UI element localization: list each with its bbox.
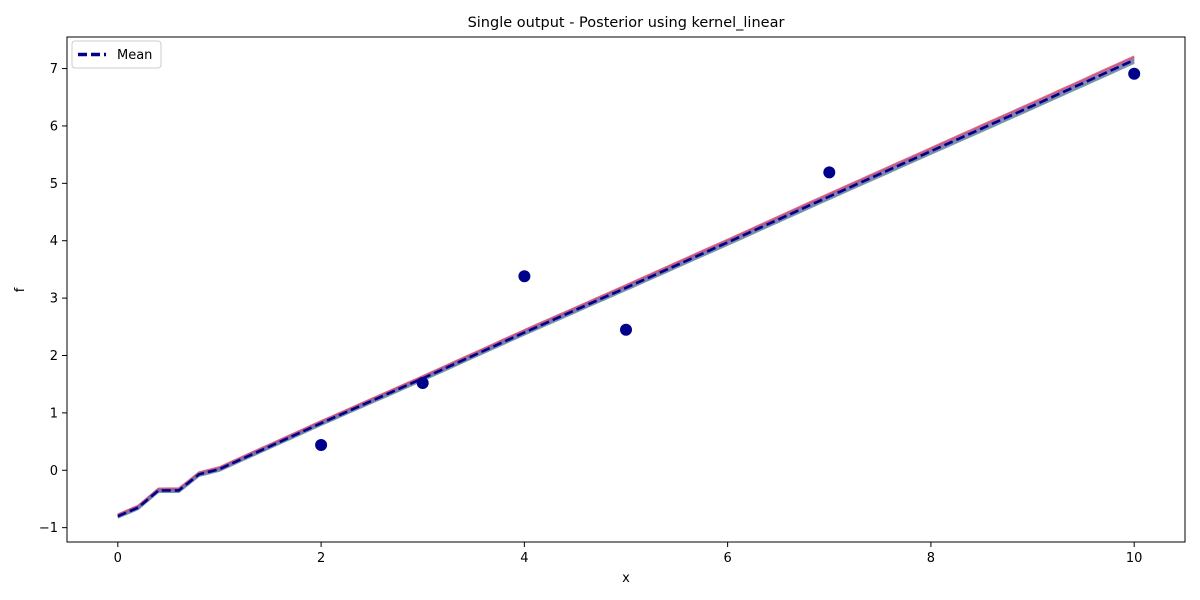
x-tick-label: 10 (1126, 551, 1143, 566)
legend-box (71, 40, 162, 69)
x-axis: 0 2 4 6 8 10 (114, 542, 1143, 566)
y-tick-label: 4 (50, 234, 58, 249)
y-axis-label: f (13, 287, 28, 292)
plot-frame (66, 36, 1186, 543)
observation-point (315, 439, 328, 451)
x-tick-label: 8 (927, 551, 935, 566)
observations (315, 67, 1141, 451)
y-tick-label: 1 (50, 406, 58, 421)
y-tick-label: 6 (50, 119, 58, 134)
observation-point (518, 270, 531, 283)
y-axis: −1 0 1 2 3 4 5 6 7 (39, 62, 67, 536)
x-axis-label: x (622, 571, 630, 586)
y-tick-label: 7 (50, 62, 58, 77)
x-tick-label: 2 (317, 551, 325, 566)
y-tick-label: −1 (39, 521, 58, 536)
x-tick-label: 6 (723, 551, 731, 566)
posterior-sample-line (117, 55, 1135, 516)
chart-title: Single output - Posterior using kernel_l… (468, 15, 785, 31)
observation-point (620, 323, 632, 336)
legend-entry-mean: Mean (117, 48, 152, 63)
y-tick-label: 3 (50, 292, 58, 307)
legend: Mean (71, 40, 162, 69)
observation-point (1128, 67, 1141, 80)
y-tick-label: 0 (50, 464, 58, 479)
observation-point (823, 166, 836, 179)
observation-point (416, 377, 429, 389)
y-tick-label: 2 (50, 349, 58, 364)
y-tick-label: 5 (50, 177, 58, 192)
x-tick-label: 4 (520, 551, 528, 566)
x-tick-label: 0 (114, 551, 122, 566)
